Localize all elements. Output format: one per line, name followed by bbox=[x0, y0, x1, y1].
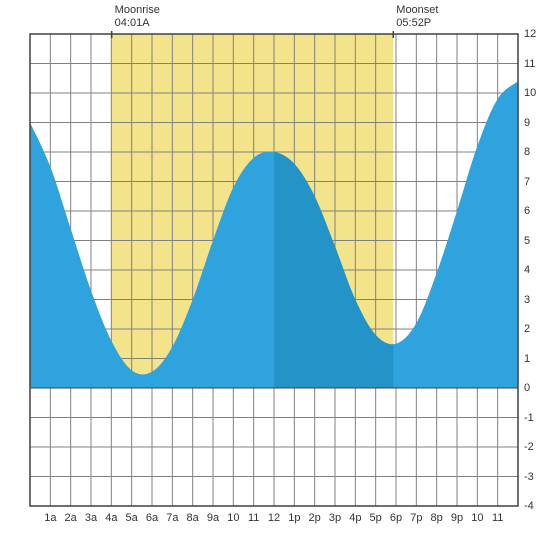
x-tick-label: 10 bbox=[227, 512, 239, 524]
y-tick-label: 1 bbox=[524, 353, 530, 365]
x-tick-label: 2p bbox=[309, 512, 321, 524]
x-tick-label: 10 bbox=[471, 512, 483, 524]
y-tick-label: 9 bbox=[524, 117, 530, 129]
x-tick-label: 7p bbox=[410, 512, 422, 524]
x-tick-label: 8p bbox=[431, 512, 443, 524]
x-tick-label: 6p bbox=[390, 512, 402, 524]
y-tick-label: 11 bbox=[524, 58, 535, 70]
moonset-annotation: Moonset 05:52P bbox=[396, 4, 438, 30]
x-tick-label: 4p bbox=[349, 512, 361, 524]
y-tick-label: -2 bbox=[524, 441, 534, 453]
x-tick-label: 11 bbox=[248, 512, 259, 524]
y-tick-label: 10 bbox=[524, 87, 536, 99]
x-tick-label: 4a bbox=[105, 512, 117, 524]
x-tick-label: 12 bbox=[268, 512, 280, 524]
y-tick-label: 2 bbox=[524, 323, 530, 335]
x-tick-label: 6a bbox=[146, 512, 158, 524]
x-tick-label: 3a bbox=[85, 512, 97, 524]
y-tick-label: -4 bbox=[524, 500, 534, 512]
x-tick-label: 2a bbox=[65, 512, 77, 524]
y-tick-label: 12 bbox=[524, 28, 536, 40]
moonrise-annotation: Moonrise 04:01A bbox=[115, 4, 160, 30]
x-tick-label: 1p bbox=[288, 512, 300, 524]
x-tick-label: 7a bbox=[166, 512, 178, 524]
y-tick-label: 8 bbox=[524, 146, 530, 158]
y-tick-label: -1 bbox=[524, 412, 534, 424]
y-tick-label: 4 bbox=[524, 264, 530, 276]
x-tick-label: 11 bbox=[492, 512, 503, 524]
x-tick-label: 9a bbox=[207, 512, 219, 524]
y-tick-label: 6 bbox=[524, 205, 530, 217]
x-tick-label: 5p bbox=[370, 512, 382, 524]
y-tick-label: 3 bbox=[524, 294, 530, 306]
x-tick-label: 5a bbox=[126, 512, 138, 524]
y-tick-label: 5 bbox=[524, 235, 530, 247]
y-tick-label: 0 bbox=[524, 382, 530, 394]
y-tick-label: -3 bbox=[524, 471, 534, 483]
x-tick-label: 9p bbox=[451, 512, 463, 524]
y-tick-label: 7 bbox=[524, 176, 530, 188]
x-tick-label: 3p bbox=[329, 512, 341, 524]
x-tick-label: 1a bbox=[44, 512, 56, 524]
tide-chart: 1a2a3a4a5a6a7a8a9a1011121p2p3p4p5p6p7p8p… bbox=[0, 0, 550, 550]
x-tick-label: 8a bbox=[187, 512, 199, 524]
